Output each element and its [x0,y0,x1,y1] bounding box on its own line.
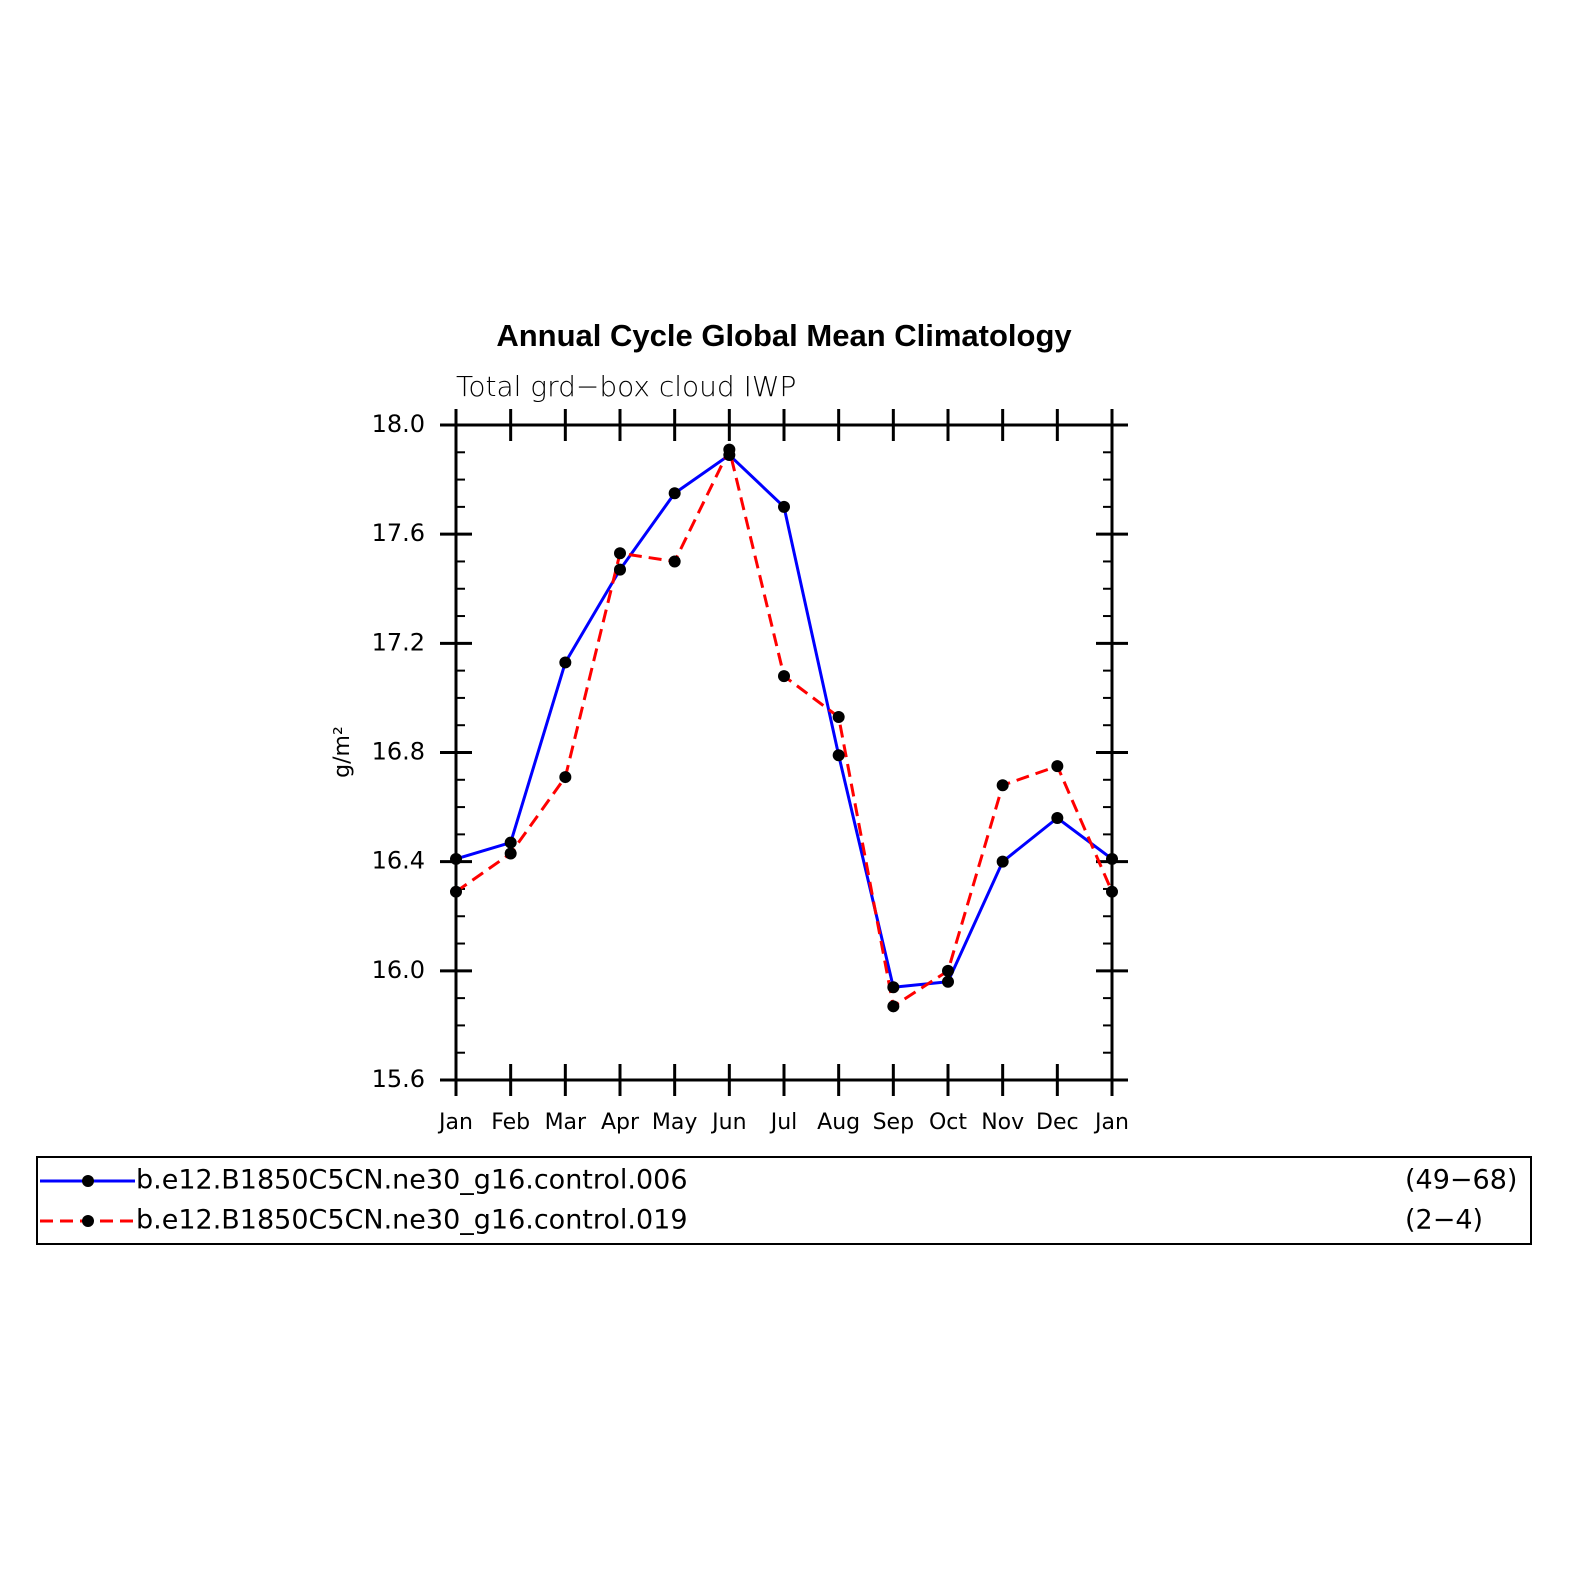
x-tick-label: Oct [929,1110,967,1135]
x-tick-label: Jan [1093,1110,1129,1135]
data-point [559,771,572,784]
series-line [455,445,1114,1009]
chart-subtitle: Total grd−box cloud IWP [456,370,796,403]
y-tick-label: 16.4 [372,847,425,875]
data-point [1051,760,1064,773]
x-tick-label: Jun [710,1110,746,1135]
data-point [996,855,1009,868]
x-tick-label: Jul [769,1110,798,1135]
legend-marker [82,1175,94,1187]
legend-note: (2−4) [1405,1205,1483,1236]
data-point [832,749,845,762]
legend-label: b.e12.B1850C5CN.ne30_g16.control.019 [136,1205,688,1236]
x-tick-label: Apr [601,1110,640,1135]
data-point [668,487,681,500]
x-tick-label: Nov [981,1110,1024,1135]
data-point [1106,885,1118,898]
data-point [1106,852,1118,865]
y-tick-label: 18.0 [372,410,425,438]
data-point [942,975,954,988]
y-tick-label: 16.8 [372,738,425,766]
legend-box [36,1156,1532,1245]
data-point [996,779,1009,792]
series-line [455,453,1113,989]
y-tick-label: 16.0 [372,956,425,984]
y-axis-label: g/m² [330,726,355,778]
data-point [1051,812,1064,824]
data-point [504,847,517,860]
data-point [668,555,681,568]
y-tick-label: 15.6 [372,1065,425,1093]
data-point [559,656,572,669]
x-tick-label: Sep [873,1110,914,1135]
data-point [887,1000,900,1013]
x-tick-label: Jan [437,1110,473,1135]
x-tick-label: May [652,1110,697,1135]
data-point [614,547,626,560]
data-point [450,852,462,865]
legend-label: b.e12.B1850C5CN.ne30_g16.control.006 [136,1165,688,1196]
data-point [832,711,845,724]
legend-marker [82,1215,94,1227]
y-tick-label: 17.2 [372,628,425,656]
x-tick-label: Aug [817,1110,860,1135]
data-point [942,964,954,977]
data-point [887,981,900,994]
x-tick-label: Dec [1036,1110,1079,1135]
data-point [778,670,790,683]
data-point [723,443,736,456]
plot-frame [454,423,1114,1082]
data-point [614,563,626,576]
chart-title: Annual Cycle Global Mean Climatology [496,318,1072,353]
legend-note: (49−68) [1405,1165,1517,1196]
data-point [450,885,462,898]
data-point [504,836,517,849]
x-tick-label: Mar [545,1110,587,1135]
y-tick-label: 17.6 [372,519,425,547]
x-tick-label: Feb [491,1110,530,1135]
data-point [778,500,790,513]
